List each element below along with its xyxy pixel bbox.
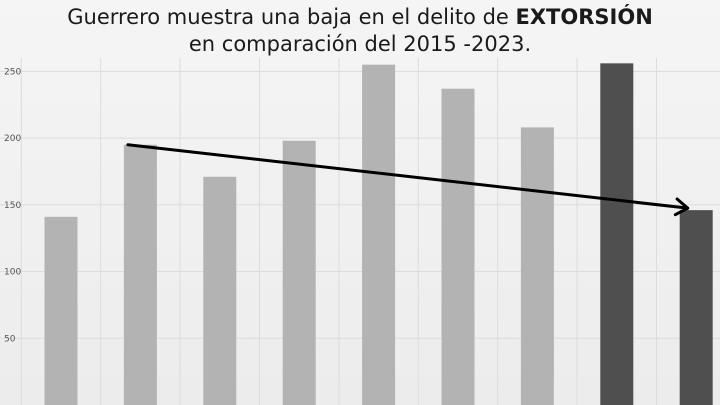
- bar: [282, 140, 316, 405]
- y-tick-label: 200: [4, 134, 21, 144]
- bar: [520, 127, 554, 405]
- y-tick-label: 150: [4, 201, 21, 211]
- title-line-1: Guerrero muestra una baja en el delito d…: [0, 4, 720, 31]
- title-emphasis: EXTORSIÓN: [515, 5, 653, 29]
- y-tick-label: 250: [4, 67, 21, 77]
- title-line-2: en comparación del 2015 -2023.: [188, 32, 532, 56]
- trend-arrow-line: [126, 143, 690, 210]
- bar: [679, 210, 713, 405]
- trend-arrow-head: [673, 197, 690, 217]
- chart-title: Guerrero muestra una baja en el delito d…: [0, 4, 720, 58]
- bar: [123, 144, 157, 405]
- bar: [44, 216, 78, 405]
- y-tick-label: 100: [4, 268, 21, 278]
- bar: [362, 64, 396, 405]
- title-prefix: Guerrero muestra una baja en el delito d…: [67, 5, 516, 29]
- y-tick-label: 50: [4, 334, 16, 344]
- bar: [203, 176, 237, 405]
- bar: [441, 88, 475, 405]
- bar: [600, 63, 634, 405]
